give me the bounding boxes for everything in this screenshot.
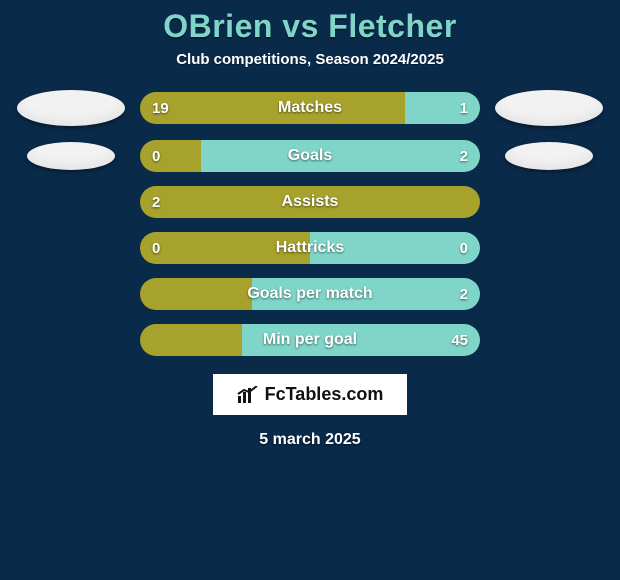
stat-bar: Min per goal45 <box>140 324 480 356</box>
date-label: 5 march 2025 <box>259 431 360 449</box>
player-portrait-left <box>17 90 125 126</box>
stat-bar-left-fill <box>140 278 252 310</box>
stat-bar-left-fill <box>140 92 405 124</box>
stat-row: Assists2 <box>0 186 620 218</box>
stat-bar-left-fill <box>140 140 201 172</box>
stat-bar: Hattricks00 <box>140 232 480 264</box>
stat-bar-right-fill <box>201 140 480 172</box>
comparison-card: OBrien vs Fletcher Club competitions, Se… <box>0 0 620 580</box>
player-portrait-left <box>27 142 115 170</box>
stat-bar-left-fill <box>140 324 242 356</box>
stat-bar-right-fill <box>405 92 480 124</box>
stat-bar: Matches191 <box>140 92 480 124</box>
portrait-slot-left <box>16 142 126 170</box>
player-portrait-right <box>495 90 603 126</box>
portrait-slot-right <box>494 90 604 126</box>
stat-rows: Matches191 Goals02 Assists2 Hattricks00 Goal… <box>0 90 620 356</box>
logo-text: FcTables.com <box>265 384 384 405</box>
stat-bar-right-fill <box>242 324 480 356</box>
stat-row: Matches191 <box>0 90 620 126</box>
stat-bar-right-fill <box>252 278 480 310</box>
stat-row: Goals02 <box>0 140 620 172</box>
stat-bar-right-fill <box>310 232 480 264</box>
player-portrait-right <box>505 142 593 170</box>
portrait-slot-left <box>16 90 126 126</box>
stat-row: Hattricks00 <box>0 232 620 264</box>
stat-bar-left-fill <box>140 186 480 218</box>
stat-bar: Goals02 <box>140 140 480 172</box>
stat-bar-left-fill <box>140 232 310 264</box>
stat-row: Goals per match2 <box>0 278 620 310</box>
chart-icon <box>237 386 259 404</box>
portrait-slot-right <box>494 142 604 170</box>
subtitle: Club competitions, Season 2024/2025 <box>176 51 444 68</box>
stat-bar: Assists2 <box>140 186 480 218</box>
page-title: OBrien vs Fletcher <box>163 8 457 45</box>
source-logo: FcTables.com <box>213 374 408 415</box>
stat-bar: Goals per match2 <box>140 278 480 310</box>
stat-row: Min per goal45 <box>0 324 620 356</box>
